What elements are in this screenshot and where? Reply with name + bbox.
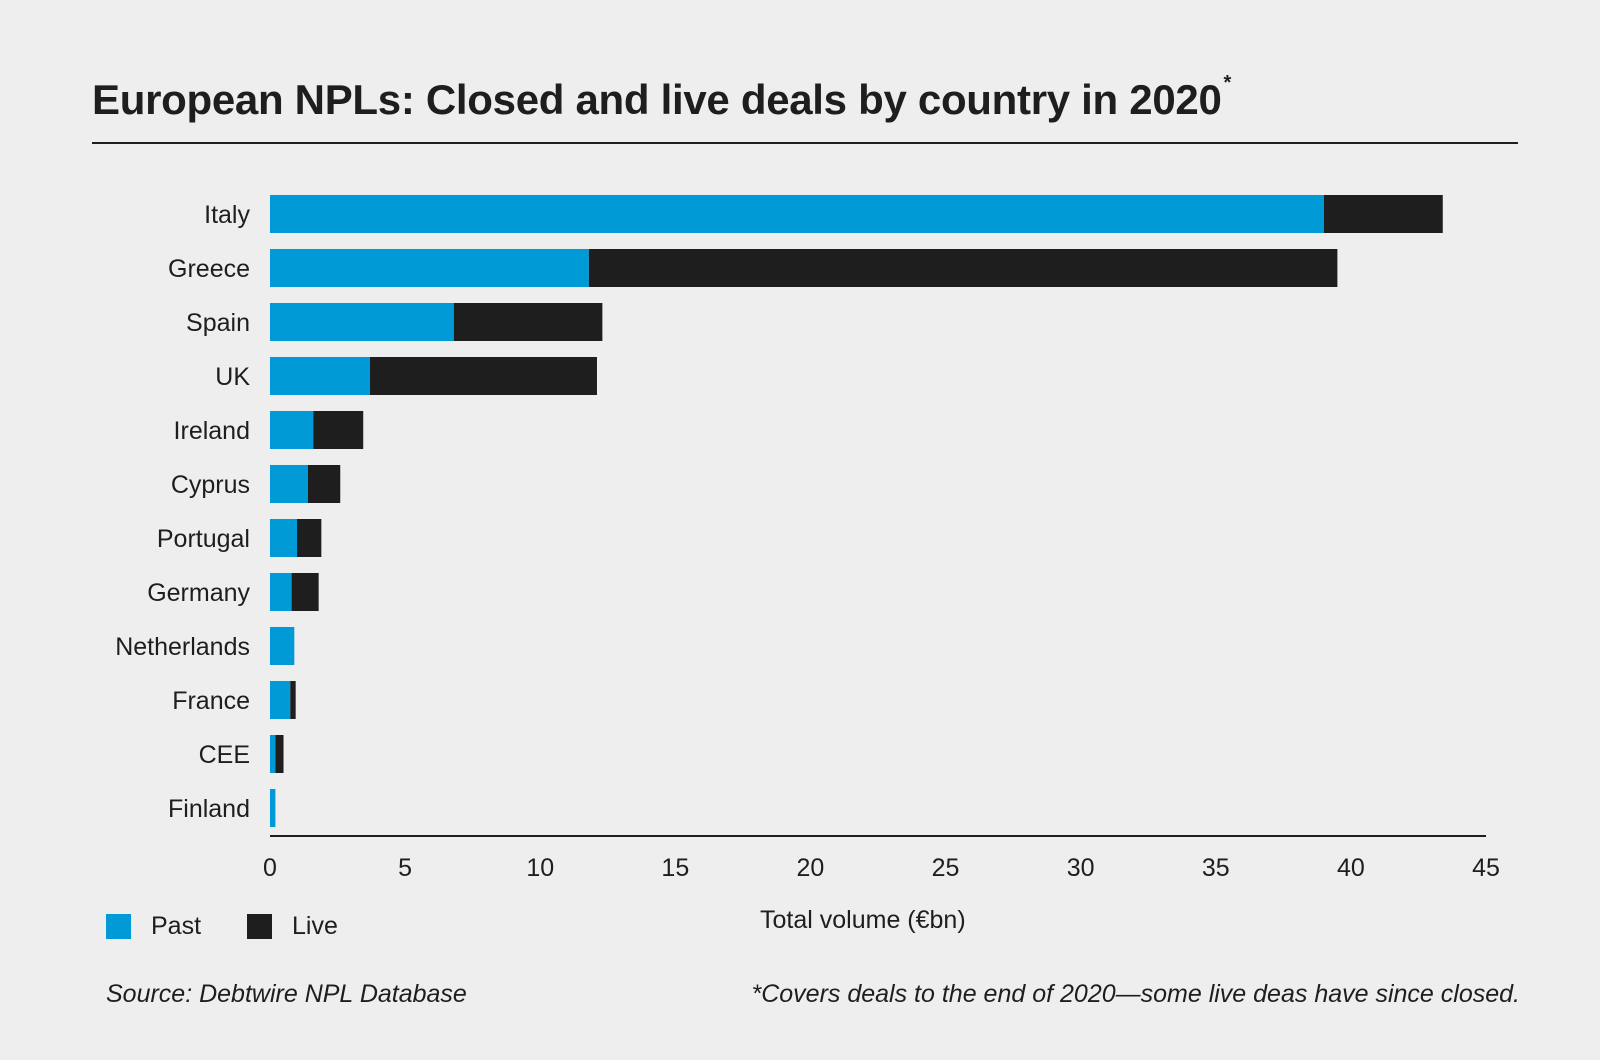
y-tick-label-france: France — [172, 687, 250, 715]
bar-live-portugal — [297, 519, 322, 557]
bar-past-germany — [270, 573, 292, 611]
bar-live-cee — [275, 735, 284, 773]
y-tick-label-greece: Greece — [168, 255, 250, 283]
x-tick-label-40: 40 — [1337, 854, 1365, 882]
bar-live-ireland — [313, 411, 364, 449]
bar-live-germany — [291, 573, 319, 611]
x-tick-label-25: 25 — [932, 854, 960, 882]
legend-item-live: Live — [247, 912, 338, 941]
x-axis-label: Total volume (€bn) — [760, 906, 966, 934]
bar-past-spain — [270, 303, 454, 341]
title-footnote-mark: * — [1223, 72, 1232, 94]
bar-past-portugal — [270, 519, 298, 557]
chart-title: European NPLs: Closed and live deals by … — [92, 72, 1231, 124]
x-tick-label-20: 20 — [797, 854, 825, 882]
footnote: *Covers deals to the end of 2020—some li… — [751, 980, 1520, 1008]
bar-past-cee — [270, 735, 276, 773]
y-tick-label-finland: Finland — [168, 795, 250, 823]
legend-swatch-past — [106, 914, 131, 939]
legend-label-past: Past — [151, 912, 202, 940]
bar-live-cyprus — [307, 465, 341, 503]
y-tick-label-germany: Germany — [147, 579, 250, 607]
y-tick-label-netherlands: Netherlands — [115, 633, 250, 661]
bar-past-cyprus — [270, 465, 308, 503]
title-divider — [92, 142, 1518, 144]
y-tick-label-ireland: Ireland — [174, 417, 250, 445]
chart-title-text: European NPLs: Closed and live deals by … — [92, 76, 1222, 123]
legend: Past Live — [106, 912, 384, 941]
y-tick-label-portugal: Portugal — [157, 525, 250, 553]
bar-past-finland — [270, 789, 276, 827]
bar-past-greece — [270, 249, 589, 287]
x-tick-label-30: 30 — [1067, 854, 1095, 882]
bar-live-italy — [1323, 195, 1443, 233]
bar-live-uk — [369, 357, 597, 395]
bar-past-italy — [270, 195, 1324, 233]
y-tick-label-italy: Italy — [204, 201, 250, 229]
bar-past-ireland — [270, 411, 314, 449]
bar-chart: Italy Greece Spain UK Ireland Cyprus Portugal G… — [115, 195, 1500, 882]
y-tick-label-cee: CEE — [199, 741, 250, 769]
bar-past-netherlands — [270, 627, 295, 665]
x-tick-label-45: 45 — [1472, 854, 1500, 882]
source-note: Source: Debtwire NPL Database — [106, 980, 467, 1008]
bar-live-spain — [453, 303, 603, 341]
bar-live-greece — [588, 249, 1338, 287]
bar-live-france — [290, 681, 296, 719]
legend-label-live: Live — [292, 912, 338, 940]
y-tick-label-uk: UK — [215, 363, 250, 391]
x-tick-label-5: 5 — [398, 854, 412, 882]
bar-past-uk — [270, 357, 370, 395]
legend-swatch-live — [247, 914, 273, 939]
x-tick-label-35: 35 — [1202, 854, 1230, 882]
x-tick-label-10: 10 — [526, 854, 554, 882]
y-tick-label-cyprus: Cyprus — [171, 471, 250, 499]
x-tick-label-0: 0 — [263, 854, 277, 882]
bar-past-france — [270, 681, 291, 719]
y-tick-label-spain: Spain — [186, 309, 250, 337]
x-tick-label-15: 15 — [661, 854, 689, 882]
legend-item-past: Past — [106, 912, 201, 941]
